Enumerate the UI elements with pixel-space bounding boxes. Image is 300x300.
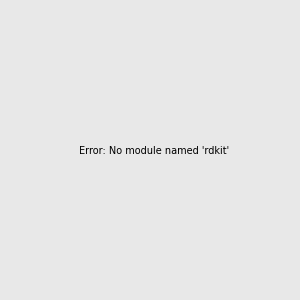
Text: Error: No module named 'rdkit': Error: No module named 'rdkit' (79, 146, 229, 157)
